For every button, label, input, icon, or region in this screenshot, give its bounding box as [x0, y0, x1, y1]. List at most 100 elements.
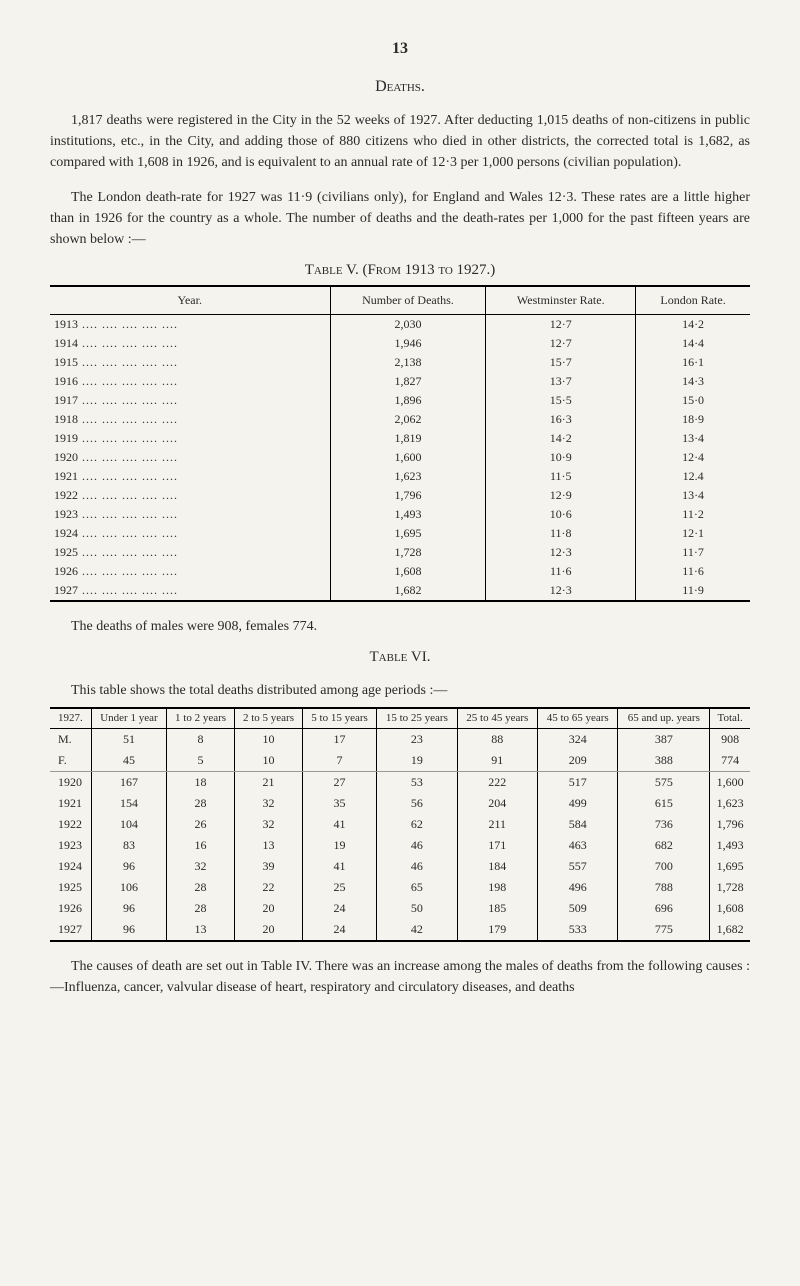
table-cell: 7: [302, 750, 376, 772]
table-cell: 11·7: [636, 543, 750, 562]
table-cell: 20: [235, 898, 303, 919]
table-cell: 700: [618, 856, 710, 877]
table-row: 19152,13815·716·1: [50, 353, 750, 372]
table-cell: 12.4: [636, 467, 750, 486]
table-cell: 13·7: [486, 372, 636, 391]
table-v-caption: Table V. (From 1913 to 1927.): [50, 262, 750, 279]
table-cell: 56: [377, 793, 457, 814]
table-cell: 388: [618, 750, 710, 772]
paragraph-1: 1,817 deaths were registered in the City…: [50, 110, 750, 173]
table-cell: 517: [537, 772, 617, 794]
table-vi-header: Total.: [710, 708, 750, 729]
table-cell: 1,827: [330, 372, 486, 391]
table-row: M.51810172388324387908: [50, 729, 750, 751]
table-row: 19171,89615·515·0: [50, 391, 750, 410]
table-row: 19261,60811·611·6: [50, 562, 750, 581]
table-v-header-westminster: Westminster Rate.: [486, 286, 636, 315]
table-vi-header: Under 1 year: [91, 708, 166, 729]
table-cell: 13·4: [636, 486, 750, 505]
table-row: 19221,79612·913·4: [50, 486, 750, 505]
table-cell: 46: [377, 835, 457, 856]
table-cell: 184: [457, 856, 537, 877]
table-cell: 1,608: [710, 898, 750, 919]
table-cell-year: 1924: [50, 524, 330, 543]
table-cell: 204: [457, 793, 537, 814]
table-cell: 1,623: [330, 467, 486, 486]
table-cell: 42: [377, 919, 457, 941]
table-v-header-deaths: Number of Deaths.: [330, 286, 486, 315]
table-cell: 557: [537, 856, 617, 877]
table-row: 19271,68212·311·9: [50, 581, 750, 601]
page-number: 13: [50, 40, 750, 58]
table-cell: 682: [618, 835, 710, 856]
table-cell: 2,030: [330, 315, 486, 335]
table-cell: 1,600: [710, 772, 750, 794]
table-cell: 62: [377, 814, 457, 835]
table-cell: 32: [235, 814, 303, 835]
table-row: 19241,69511·812·1: [50, 524, 750, 543]
table-cell: 11·6: [486, 562, 636, 581]
table-cell: 1,946: [330, 334, 486, 353]
table-row: 19161,82713·714·3: [50, 372, 750, 391]
table-cell: 775: [618, 919, 710, 941]
table-row: 19251,72812·311·7: [50, 543, 750, 562]
table-cell: 211: [457, 814, 537, 835]
table-cell: 16: [167, 835, 235, 856]
table-cell: 21: [235, 772, 303, 794]
table-cell: 53: [377, 772, 457, 794]
table-cell: 11·5: [486, 467, 636, 486]
table-cell: 584: [537, 814, 617, 835]
table-cell: 28: [167, 793, 235, 814]
table-cell: 11·2: [636, 505, 750, 524]
table-cell: 1,728: [330, 543, 486, 562]
table-cell: 12·7: [486, 334, 636, 353]
table-row: 19211,62311·512.4: [50, 467, 750, 486]
table-cell-year: 1915: [50, 353, 330, 372]
table-row: 192496323941461845577001,695: [50, 856, 750, 877]
table-row: 19201,60010·912·4: [50, 448, 750, 467]
table-v: Year. Number of Deaths. Westminster Rate…: [50, 285, 750, 602]
table-vi-intro: This table shows the total deaths distri…: [50, 680, 750, 701]
table-cell: 12·7: [486, 315, 636, 335]
table-cell-year: 1914: [50, 334, 330, 353]
table-cell: 96: [91, 856, 166, 877]
table-cell: 1926: [50, 898, 91, 919]
table-cell: 96: [91, 919, 166, 941]
paragraph-2: The London death-rate for 1927 was 11·9 …: [50, 187, 750, 250]
table-cell: 22: [235, 877, 303, 898]
table-row: 1921154283235562044996151,623: [50, 793, 750, 814]
table-cell: 12·1: [636, 524, 750, 543]
table-cell: 17: [302, 729, 376, 751]
table-vi-header: 2 to 5 years: [235, 708, 303, 729]
table-cell: 1,695: [330, 524, 486, 543]
table-cell: 1,600: [330, 448, 486, 467]
table-row: F.4551071991209388774: [50, 750, 750, 772]
table-cell: 23: [377, 729, 457, 751]
table-cell: 28: [167, 898, 235, 919]
table-row: 192383161319461714636821,493: [50, 835, 750, 856]
table-cell: 24: [302, 898, 376, 919]
table-cell: 14·3: [636, 372, 750, 391]
table-cell: 88: [457, 729, 537, 751]
table-row: 192796132024421795337751,682: [50, 919, 750, 941]
table-cell: 11·8: [486, 524, 636, 543]
table-vi-header: 45 to 65 years: [537, 708, 617, 729]
table-cell: 11·6: [636, 562, 750, 581]
table-cell-year: 1921: [50, 467, 330, 486]
table-cell: 1,896: [330, 391, 486, 410]
table-cell: 2,138: [330, 353, 486, 372]
table-cell: 1,695: [710, 856, 750, 877]
table-cell: 14·2: [636, 315, 750, 335]
table-cell: 16·1: [636, 353, 750, 372]
table-cell: 25: [302, 877, 376, 898]
table-cell: 83: [91, 835, 166, 856]
table-cell: 14·4: [636, 334, 750, 353]
table-cell: 51: [91, 729, 166, 751]
table-cell-year: 1917: [50, 391, 330, 410]
table-row: 19141,94612·714·4: [50, 334, 750, 353]
table-cell: 19: [302, 835, 376, 856]
table-vi-header: 25 to 45 years: [457, 708, 537, 729]
table-cell: 15·0: [636, 391, 750, 410]
table-cell: 1923: [50, 835, 91, 856]
table-row: 19231,49310·611·2: [50, 505, 750, 524]
